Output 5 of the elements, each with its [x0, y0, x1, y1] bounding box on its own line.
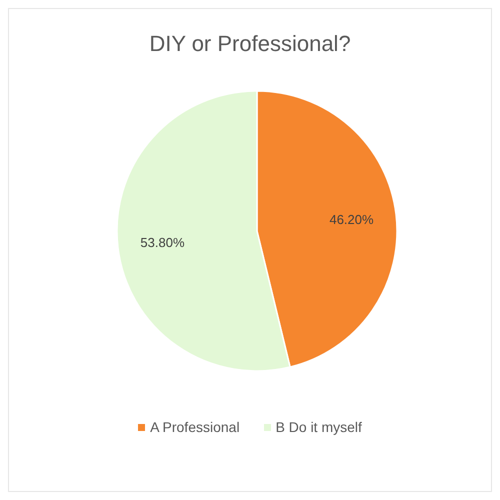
legend-label: A Professional: [150, 419, 240, 435]
chart-title: DIY or Professional?: [148, 30, 352, 58]
legend-label: B Do it myself: [276, 419, 362, 435]
data-label: 53.80%: [140, 234, 185, 250]
data-label: 46.20%: [329, 212, 374, 228]
